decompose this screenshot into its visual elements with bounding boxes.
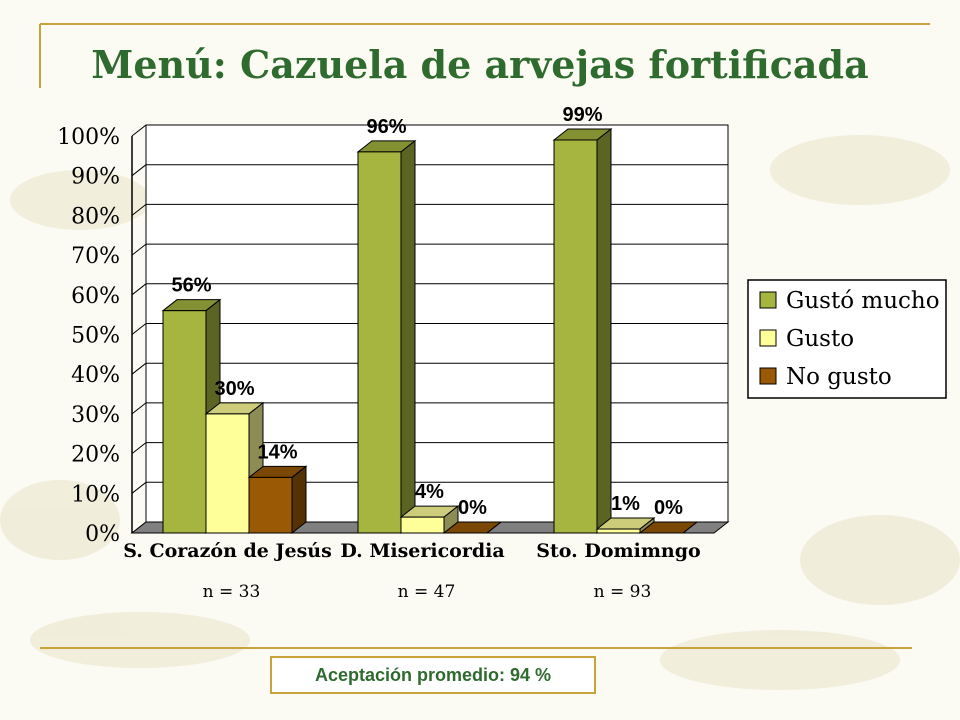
data-label: 0% xyxy=(654,497,683,519)
y-tick-label: 20% xyxy=(71,443,120,468)
legend-label: Gusto xyxy=(786,326,854,352)
grid-diagonal xyxy=(131,164,147,177)
slide-title: Menú: Cazuela de arvejas fortificada xyxy=(91,42,869,87)
data-label: 56% xyxy=(171,275,211,297)
data-label: 30% xyxy=(214,378,254,400)
bar-gusto-mucho-side xyxy=(400,139,416,535)
bar-no-gusto-side xyxy=(291,465,307,535)
grid-diagonal xyxy=(131,243,147,256)
legend-label: No gusto xyxy=(786,364,892,390)
grid-diagonal xyxy=(131,323,147,335)
legend-box xyxy=(747,279,947,399)
sample-size-label: n = 33 xyxy=(203,582,261,602)
y-tick-label: 70% xyxy=(71,244,120,269)
sample-size-label: n = 93 xyxy=(594,582,652,602)
bar-gusto-mucho xyxy=(162,310,207,534)
legend-swatch xyxy=(759,329,777,347)
grid-diagonal xyxy=(131,204,147,216)
sample-size-label: n = 47 xyxy=(398,582,456,602)
bar-gusto-mucho xyxy=(553,139,598,534)
bar-no-gusto-side xyxy=(682,521,698,534)
bar-gusto-mucho xyxy=(357,151,402,534)
x-category-label: Sto. Domimngo xyxy=(536,540,700,562)
grid-diagonal xyxy=(131,124,147,137)
x-category-label: S. Corazón de Jesús xyxy=(123,540,332,562)
bar-gusto-mucho-side xyxy=(596,127,612,535)
average-acceptance-box: Aceptación promedio: 94 % xyxy=(270,656,596,694)
y-tick-label: 60% xyxy=(71,284,120,309)
grid-diagonal xyxy=(131,362,147,375)
bar-no-gusto-side xyxy=(486,521,502,534)
grid-diagonal xyxy=(131,402,147,415)
legend-label: Gustó mucho xyxy=(786,288,940,314)
y-tick-label: 0% xyxy=(85,522,120,547)
y-tick-label: 30% xyxy=(71,403,120,428)
bar-gusto xyxy=(205,413,250,534)
bar-no-gusto xyxy=(248,476,293,534)
bar-gusto xyxy=(400,516,445,534)
y-tick-label: 50% xyxy=(71,324,120,349)
data-label: 96% xyxy=(366,116,406,138)
legend-swatch xyxy=(759,291,777,309)
data-label: 4% xyxy=(415,481,444,503)
bar-gusto xyxy=(596,528,641,534)
data-label: 99% xyxy=(562,104,602,126)
y-tick-label: 100% xyxy=(57,125,120,150)
legend-swatch xyxy=(759,367,777,385)
data-label: 14% xyxy=(257,441,297,463)
x-category-label: D. Misericordia xyxy=(340,540,504,562)
data-label: 1% xyxy=(611,493,640,515)
y-tick-label: 90% xyxy=(71,165,120,190)
grid-diagonal xyxy=(131,442,147,454)
grid-diagonal xyxy=(131,481,147,494)
y-tick-label: 40% xyxy=(71,363,120,388)
y-tick-label: 10% xyxy=(71,482,120,507)
data-label: 0% xyxy=(458,497,487,519)
y-tick-label: 80% xyxy=(71,204,120,229)
grid-diagonal xyxy=(131,283,147,296)
